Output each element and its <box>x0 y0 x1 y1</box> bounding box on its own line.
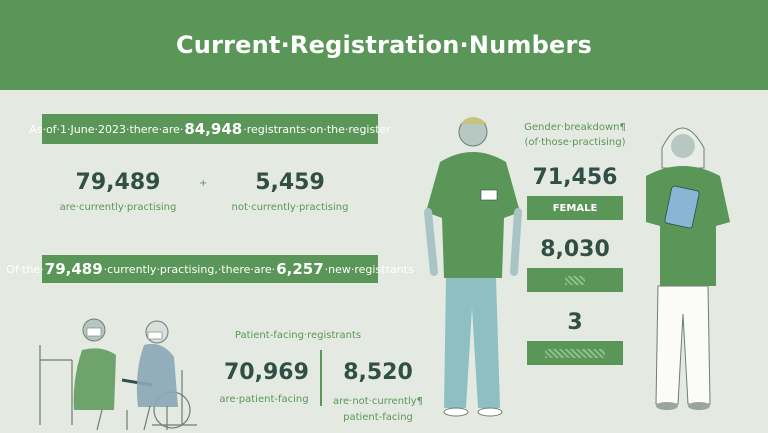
third-gender-obscured-label <box>545 348 605 358</box>
not-patient-facing-value: 8,520 <box>343 360 413 385</box>
not-practising-label: not·currently·practising <box>231 202 349 213</box>
plus-sign: + <box>199 178 208 189</box>
patient-facing-label: are·patient-facing <box>219 394 309 405</box>
practising-label: are·currently·practising <box>59 202 177 213</box>
new-registrants-value: 6,257 <box>276 260 324 278</box>
carer-patient-illustration <box>39 318 197 431</box>
female-value: 71,456 <box>532 165 618 190</box>
not-patient-facing-label-line-1: are·not·currently¶ <box>332 396 424 407</box>
new-registrants-suffix: ·new·registrants <box>324 262 414 276</box>
patient-facing-divider <box>320 350 322 406</box>
gender-title: Gender·breakdown¶ (of·those·practising) <box>520 120 630 150</box>
male-nurse-illustration <box>424 117 522 417</box>
new-registrants-practising: 79,489 <box>44 260 103 278</box>
second-gender-box <box>527 268 623 292</box>
register-suffix: ·registrants·on·the·register <box>243 122 391 136</box>
not-practising-value: 5,459 <box>255 170 325 195</box>
new-registrants-prefix: Of·the· <box>6 262 44 276</box>
female-nurse-illustration <box>646 127 730 410</box>
register-total-bar: As·of·1·June·2023·there·are· 84,948 ·regis… <box>29 114 391 144</box>
gender-title-line-2: (of·those·practising) <box>524 137 626 148</box>
register-total: 84,948 <box>184 120 243 138</box>
not-patient-facing-label-line-2: patient-facing <box>343 412 413 423</box>
header-banner: Current·Registration·Numbers <box>0 0 768 90</box>
register-prefix: As·of·1·June·2023·there·are· <box>29 122 184 136</box>
new-registrants-bar: Of·the· 79,489 ·currently·practising,·ther… <box>6 255 414 283</box>
gender-title-line-1: Gender·breakdown¶ <box>524 122 626 133</box>
third-gender-box <box>527 341 623 365</box>
female-label: FEMALE <box>552 202 598 214</box>
patient-facing-title: Patient-facing·registrants <box>234 330 362 341</box>
not-patient-facing-label: are·not·currently¶ patient-facing <box>322 394 434 426</box>
second-gender-value: 8,030 <box>540 237 610 262</box>
new-registrants-middle: ·currently·practising,·there·are· <box>103 262 276 276</box>
patient-facing-value: 70,969 <box>224 360 309 385</box>
second-gender-obscured-label <box>565 275 585 285</box>
female-label-box: FEMALE <box>527 196 623 220</box>
third-gender-value: 3 <box>567 310 583 335</box>
practising-value: 79,489 <box>75 170 161 195</box>
page-title: Current·Registration·Numbers <box>175 31 593 59</box>
